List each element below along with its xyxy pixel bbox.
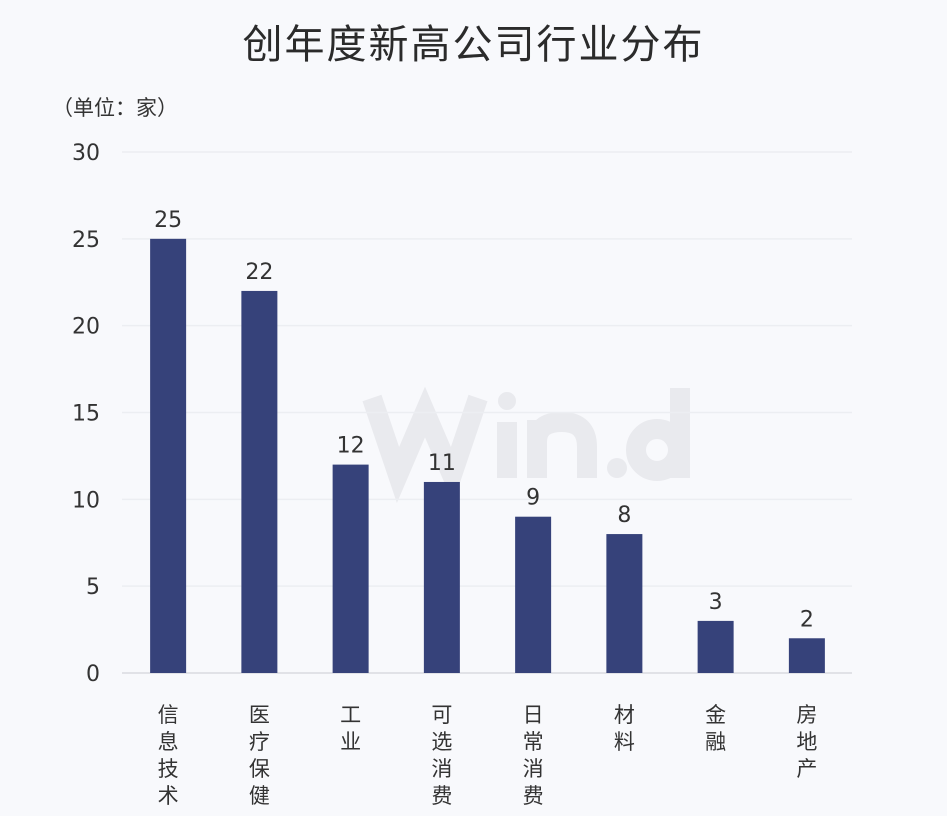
bar bbox=[150, 238, 187, 674]
bar bbox=[332, 464, 369, 673]
bar bbox=[241, 290, 278, 673]
x-tick-label: 工业 bbox=[340, 703, 361, 754]
x-tick-label: 房地产 bbox=[796, 703, 817, 781]
y-tick-label: 30 bbox=[72, 141, 100, 166]
y-tick-label: 25 bbox=[72, 228, 100, 253]
x-tick-label: 信息技术 bbox=[158, 703, 179, 808]
bar bbox=[788, 638, 825, 673]
y-tick-label: 20 bbox=[72, 315, 100, 340]
x-tick-label: 日常消费 bbox=[523, 703, 544, 808]
x-tick-label: 材料 bbox=[614, 703, 635, 754]
x-tick-label: 金融 bbox=[705, 703, 726, 754]
data-label: 9 bbox=[526, 486, 540, 511]
unit-label: （单位：家） bbox=[52, 96, 178, 120]
data-label: 2 bbox=[800, 607, 814, 632]
data-label: 12 bbox=[337, 434, 365, 459]
bar bbox=[697, 620, 734, 673]
y-tick-label: 0 bbox=[86, 662, 100, 687]
x-tick-label: 可选消费 bbox=[431, 703, 452, 808]
bar bbox=[423, 481, 460, 673]
x-tick-label: 医疗保健 bbox=[249, 703, 270, 808]
y-tick-label: 5 bbox=[86, 575, 100, 600]
data-label: 11 bbox=[428, 451, 456, 476]
y-tick-label: 10 bbox=[72, 488, 100, 513]
bar bbox=[515, 516, 552, 673]
bar bbox=[606, 534, 643, 673]
data-label: 22 bbox=[245, 260, 273, 285]
watermark-logo bbox=[362, 386, 690, 503]
y-tick-label: 15 bbox=[72, 402, 100, 427]
data-label: 8 bbox=[617, 503, 631, 528]
data-label: 3 bbox=[709, 590, 723, 615]
data-label: 25 bbox=[154, 208, 182, 233]
chart-title: 创年度新高公司行业分布 bbox=[242, 22, 705, 68]
